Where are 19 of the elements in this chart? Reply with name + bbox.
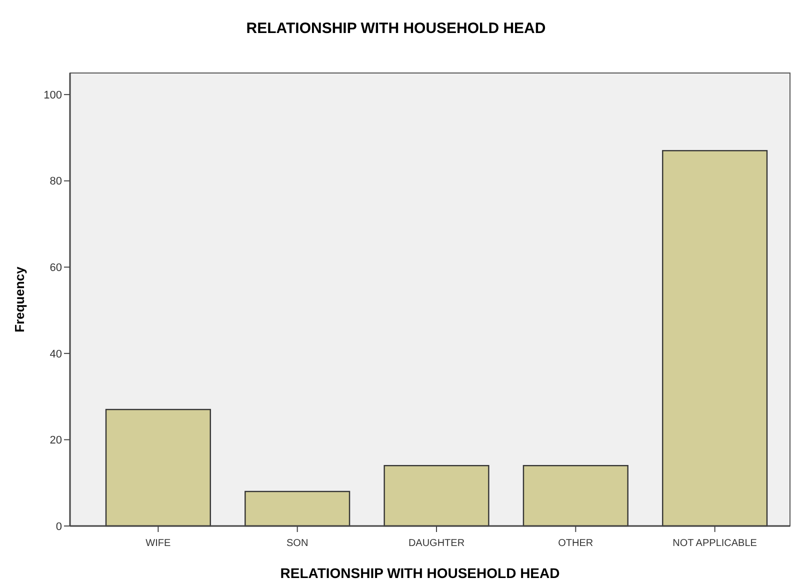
y-tick-label: 60 <box>50 262 62 274</box>
chart-title: RELATIONSHIP WITH HOUSEHOLD HEAD <box>246 20 546 37</box>
x-tick-label: NOT APPLICABLE <box>672 538 758 549</box>
bar <box>662 150 768 527</box>
x-tick-label: OTHER <box>558 538 594 549</box>
y-axis-title: Frequency <box>12 266 27 332</box>
bar <box>384 465 490 527</box>
y-tick-label: 40 <box>50 348 62 360</box>
x-axis-title: RELATIONSHIP WITH HOUSEHOLD HEAD <box>280 565 560 581</box>
y-tick-label: 100 <box>44 89 62 102</box>
bar <box>105 408 211 527</box>
x-tick-label: WIFE <box>146 538 172 549</box>
x-tick-label: SON <box>286 538 308 549</box>
bar <box>522 465 628 527</box>
y-tick-label: 80 <box>50 176 62 188</box>
x-tick-label: DAUGHTER <box>408 538 465 549</box>
y-tick-label: 20 <box>50 434 62 447</box>
y-tick-label: 0 <box>56 520 62 533</box>
bar <box>244 490 350 527</box>
